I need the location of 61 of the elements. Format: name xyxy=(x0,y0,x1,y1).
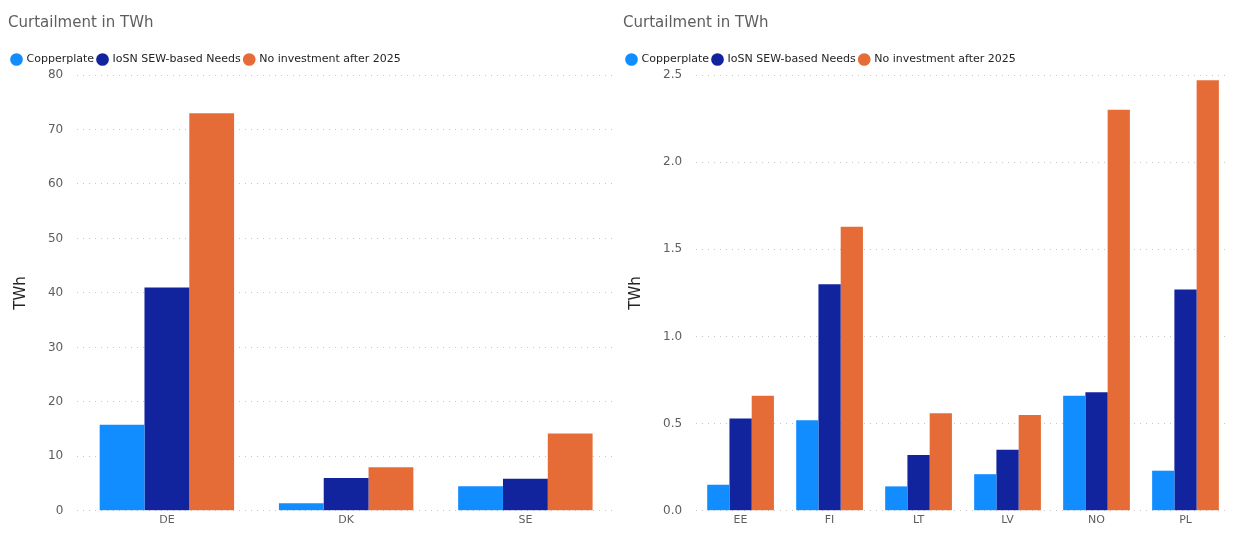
x-tick-label: LT xyxy=(912,513,925,527)
bar xyxy=(818,284,841,511)
bar xyxy=(278,503,324,511)
bar xyxy=(323,478,369,511)
bar xyxy=(907,455,930,511)
chart-title: Curtailment in TWh xyxy=(623,12,769,31)
bar xyxy=(1174,289,1197,511)
y-tick-label: 80 xyxy=(47,67,64,82)
bar xyxy=(996,449,1019,511)
bar xyxy=(729,418,752,511)
bar xyxy=(1063,395,1086,511)
y-axis-title: TWh xyxy=(10,276,29,311)
bar xyxy=(368,467,414,511)
x-tick-label: PL xyxy=(1179,513,1193,527)
x-tick-label: LV xyxy=(1001,513,1015,527)
y-tick-label: 40 xyxy=(47,285,64,300)
y-axis-title: TWh xyxy=(625,276,644,311)
bar xyxy=(1152,470,1175,511)
bar xyxy=(885,486,908,511)
bar xyxy=(707,484,730,511)
bar xyxy=(1107,109,1130,511)
y-tick-label: 50 xyxy=(47,230,64,245)
bar xyxy=(144,287,190,511)
bar xyxy=(1018,414,1041,511)
bar xyxy=(458,486,503,511)
bar xyxy=(502,478,548,511)
y-tick-label: 60 xyxy=(47,176,64,191)
bar xyxy=(189,113,235,511)
legend-label: IoSN SEW-based Needs xyxy=(727,52,856,66)
bar xyxy=(1085,392,1108,511)
x-tick-label: NO xyxy=(1088,513,1106,527)
bar xyxy=(796,420,819,511)
legend-label: IoSN SEW-based Needs xyxy=(112,52,241,66)
y-tick-label: 0.5 xyxy=(662,415,683,430)
y-tick-label: 1.0 xyxy=(662,328,683,343)
y-tick-label: 0 xyxy=(55,502,64,517)
bar xyxy=(1196,80,1219,511)
x-tick-label: DK xyxy=(338,513,355,527)
y-tick-label: 2.0 xyxy=(662,154,683,169)
y-tick-label: 2.5 xyxy=(662,67,683,82)
x-tick-label: EE xyxy=(733,513,748,527)
y-tick-label: 0.0 xyxy=(662,502,683,517)
bar xyxy=(751,395,774,511)
y-tick-label: 10 xyxy=(47,448,64,463)
x-tick-label: DE xyxy=(159,513,175,527)
y-tick-label: 30 xyxy=(47,339,64,354)
bar xyxy=(840,226,863,511)
legend-label: Copperplate xyxy=(26,52,95,66)
bar xyxy=(547,433,593,511)
bar xyxy=(974,474,997,511)
y-tick-label: 1.5 xyxy=(662,241,683,256)
x-tick-label: SE xyxy=(518,513,533,527)
legend-label: No investment after 2025 xyxy=(259,52,401,66)
legend-label: Copperplate xyxy=(641,52,710,66)
bar xyxy=(929,413,952,511)
bar xyxy=(99,424,145,511)
y-tick-label: 70 xyxy=(47,121,64,136)
y-tick-label: 20 xyxy=(47,393,64,408)
legend-label: No investment after 2025 xyxy=(874,52,1016,66)
x-tick-label: FI xyxy=(824,513,835,527)
chart-title: Curtailment in TWh xyxy=(8,12,154,31)
